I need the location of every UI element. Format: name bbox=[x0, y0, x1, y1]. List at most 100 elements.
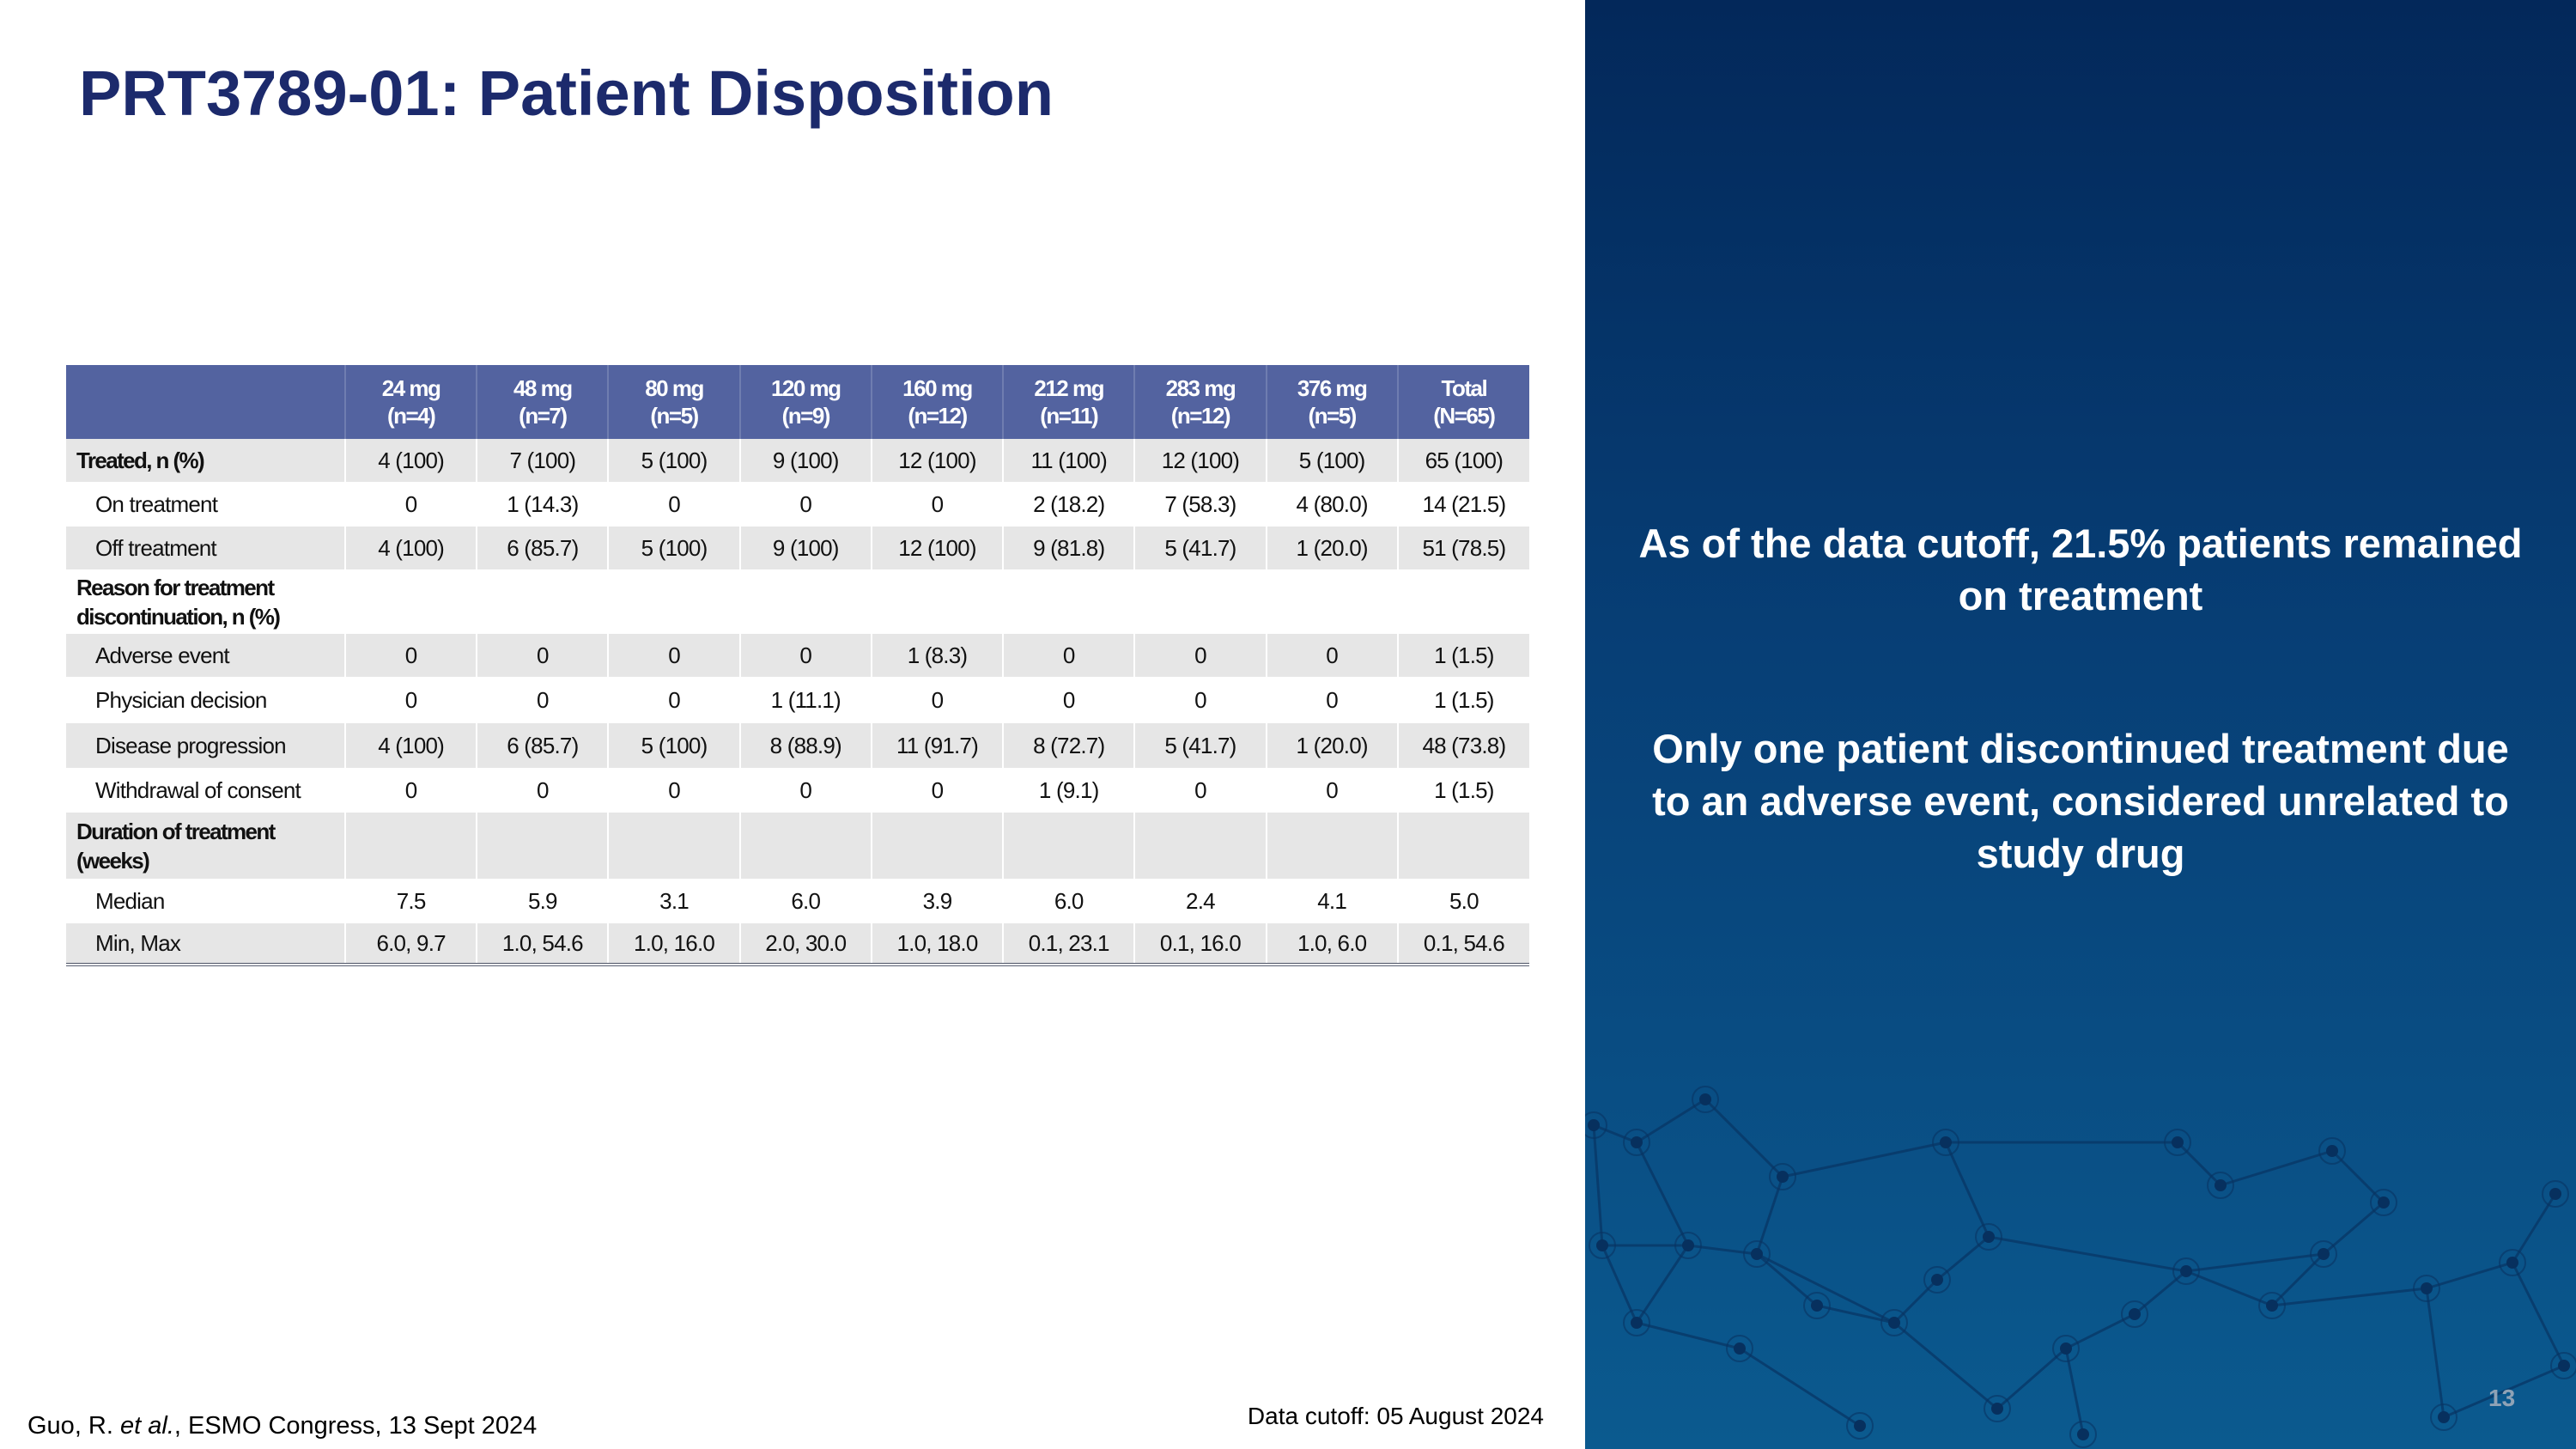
row-label: Treated, n (%) bbox=[66, 439, 345, 482]
network-node-ring bbox=[1769, 1163, 1796, 1190]
table-cell: 6.0, 9.7 bbox=[343, 923, 477, 966]
network-node bbox=[1596, 1239, 1608, 1251]
network-line bbox=[2220, 1149, 2333, 1187]
table-cell: 5.9 bbox=[476, 879, 609, 923]
table-cell bbox=[343, 813, 477, 879]
table-cell: 4 (80.0) bbox=[1265, 482, 1398, 527]
table-cell: 1.0, 54.6 bbox=[476, 923, 609, 966]
page-title: PRT3789-01: Patient Disposition bbox=[79, 58, 1054, 129]
network-node bbox=[1631, 1136, 1643, 1148]
disposition-table: 24 mg (n=4) 48 mg (n=7) 80 mg (n=5) 120 mg (n=9… bbox=[66, 365, 1529, 966]
table-cell: 0 bbox=[1133, 634, 1267, 677]
table-cell: 0 bbox=[1002, 634, 1135, 677]
network-line bbox=[2176, 1141, 2222, 1187]
network-node-ring bbox=[1726, 1335, 1753, 1362]
network-node bbox=[1991, 1403, 2003, 1415]
table-cell: 0 bbox=[343, 634, 477, 677]
table-cell: 6 (85.7) bbox=[476, 723, 609, 768]
table-cell: 2.0, 30.0 bbox=[738, 923, 872, 966]
network-node-ring bbox=[1923, 1266, 1951, 1294]
table-cell: 0 bbox=[476, 768, 609, 813]
table-cell: 48 (73.8) bbox=[1396, 723, 1529, 768]
table-cell: 0.1, 16.0 bbox=[1133, 923, 1267, 966]
row-label: Min, Max bbox=[66, 923, 345, 966]
network-line bbox=[1893, 1321, 1998, 1410]
network-node bbox=[1699, 1093, 1711, 1105]
column-header-dose: 80 mg bbox=[645, 375, 704, 401]
column-header-dose: 376 mg bbox=[1297, 375, 1368, 401]
network-node bbox=[1682, 1239, 1694, 1251]
network-line bbox=[2185, 1252, 2324, 1273]
network-node-ring bbox=[2172, 1257, 2200, 1285]
table-cell: 6 (85.7) bbox=[476, 527, 609, 569]
network-node-ring bbox=[2318, 1137, 2346, 1165]
table-cell: 1 (1.5) bbox=[1396, 634, 1529, 677]
column-header-dose: 120 mg bbox=[770, 375, 841, 401]
table-cell bbox=[1396, 813, 1529, 879]
table-cell: 0 bbox=[476, 677, 609, 723]
table-cell: 1.0, 6.0 bbox=[1265, 923, 1398, 966]
table-row: Duration of treatment (weeks) bbox=[66, 813, 1529, 879]
network-line bbox=[1601, 1245, 1638, 1324]
table-cell: 0.1, 23.1 bbox=[1002, 923, 1135, 966]
network-node-ring bbox=[1623, 1129, 1650, 1156]
table-cell bbox=[1133, 569, 1267, 634]
row-label: Reason for treatment discontinuation, n … bbox=[76, 574, 281, 630]
row-label: Disease progression bbox=[66, 723, 345, 768]
row-label: Duration of treatment (weeks) bbox=[66, 813, 345, 879]
network-node-ring bbox=[1932, 1129, 1959, 1156]
network-node bbox=[2129, 1308, 2141, 1320]
table-cell: 1 (1.5) bbox=[1396, 768, 1529, 813]
table-cell: 1 (8.3) bbox=[870, 634, 1004, 677]
table-row: Disease progression 4 (100) 6 (85.7) 5 (100… bbox=[66, 723, 1529, 768]
row-label: Median bbox=[95, 887, 165, 914]
table-cell bbox=[607, 569, 740, 634]
network-node bbox=[1777, 1171, 1789, 1183]
network-line bbox=[1936, 1235, 1990, 1282]
network-node-ring bbox=[1984, 1395, 2011, 1422]
network-node bbox=[1734, 1342, 1746, 1355]
table-cell bbox=[1265, 813, 1398, 879]
table-cell: 0 bbox=[1265, 677, 1398, 723]
citation-etal: et al. bbox=[120, 1412, 174, 1440]
network-node bbox=[1854, 1420, 1866, 1432]
table-cell: 12 (100) bbox=[870, 439, 1004, 482]
table-cell: 4 (100) bbox=[343, 527, 477, 569]
network-line bbox=[1635, 1142, 1690, 1246]
table-cell: 12 (100) bbox=[870, 527, 1004, 569]
table-cell bbox=[343, 569, 477, 634]
network-node-ring bbox=[1880, 1309, 1908, 1336]
table-cell: 5 (41.7) bbox=[1133, 527, 1267, 569]
network-line bbox=[2330, 1149, 2385, 1204]
table-cell: 1 (11.1) bbox=[738, 677, 872, 723]
side-panel: As of the data cutoff, 21.5% patients re… bbox=[1585, 0, 2576, 1449]
network-line bbox=[2185, 1269, 2273, 1307]
table-cell: 9 (100) bbox=[738, 439, 872, 482]
table-cell: 5 (100) bbox=[607, 527, 740, 569]
network-node-ring bbox=[1674, 1232, 1702, 1259]
network-node-ring bbox=[1585, 1111, 1607, 1139]
table-cell: 12 (100) bbox=[1133, 439, 1267, 482]
network-node-ring bbox=[2052, 1335, 2080, 1362]
data-cutoff-note: Data cutoff: 05 August 2024 bbox=[1247, 1403, 1544, 1429]
table-cell: 0 bbox=[738, 768, 872, 813]
network-node bbox=[2558, 1360, 2570, 1372]
table-cell: 0 bbox=[1002, 677, 1135, 723]
table-cell: 51 (78.5) bbox=[1396, 527, 1529, 569]
table-cell: 0 bbox=[607, 768, 740, 813]
column-header: Total (N=65) bbox=[1396, 365, 1529, 439]
column-header-n: (n=5) bbox=[1308, 403, 1357, 429]
network-line bbox=[1593, 1123, 1637, 1144]
network-node-ring bbox=[1589, 1232, 1616, 1259]
network-line bbox=[2064, 1348, 2085, 1435]
network-node-ring bbox=[1975, 1223, 2002, 1251]
table-cell: 1.0, 18.0 bbox=[870, 923, 1004, 966]
column-header: 48 mg (n=7) bbox=[476, 365, 609, 439]
network-line bbox=[2270, 1252, 2325, 1307]
table-cell bbox=[738, 813, 872, 879]
network-line bbox=[1816, 1304, 1895, 1324]
table-cell: 1 (20.0) bbox=[1265, 527, 1398, 569]
network-node bbox=[1983, 1231, 1995, 1243]
table-cell: 5 (100) bbox=[607, 439, 740, 482]
table-cell: 1 (14.3) bbox=[476, 482, 609, 527]
